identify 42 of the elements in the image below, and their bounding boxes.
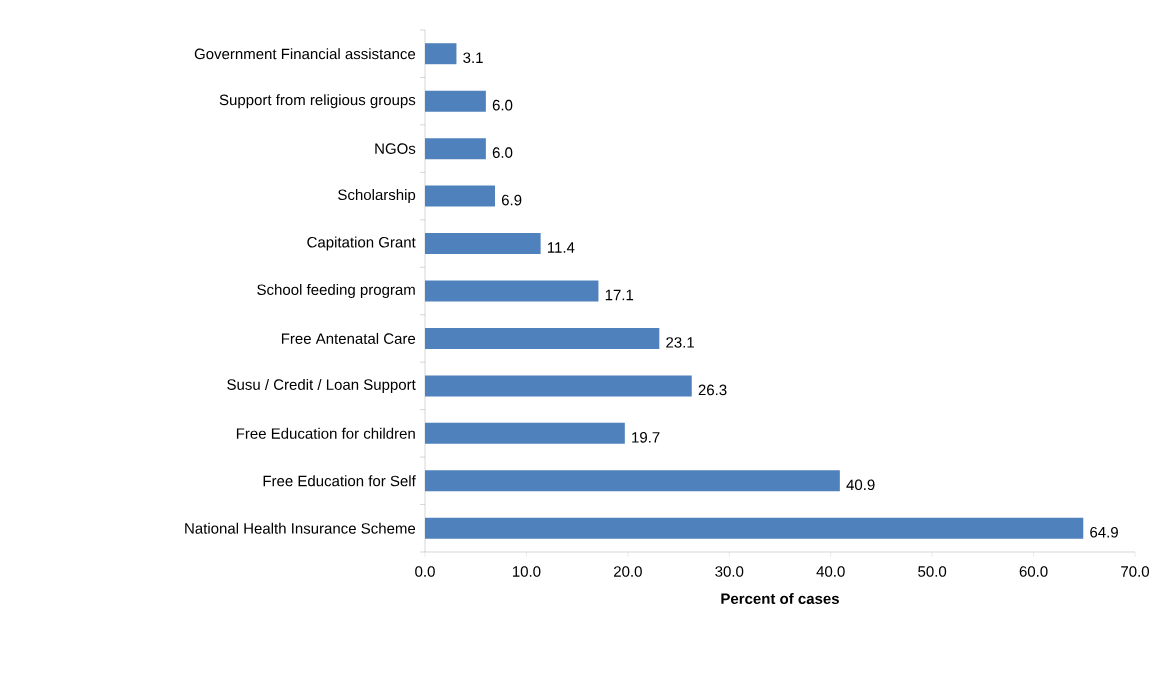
bar: [425, 375, 692, 397]
y-tick-label: Susu / Credit / Loan Support: [227, 378, 416, 393]
x-tick-label: 0.0: [415, 566, 435, 577]
y-tick-label: Government Financial assistance: [194, 48, 416, 60]
data-label: 3.1: [463, 52, 483, 64]
x-tick-label: 50.0: [918, 566, 947, 577]
bar: [425, 43, 457, 65]
bar: [425, 233, 541, 255]
bar: [425, 470, 840, 492]
y-tick-label: School feeding program: [257, 284, 415, 298]
bar: [425, 280, 599, 302]
y-tick-label: NGOs: [375, 143, 416, 154]
data-label: 17.1: [605, 289, 634, 301]
bar: [425, 90, 486, 112]
y-tick-label: Scholarship: [338, 189, 416, 204]
data-label: 6.0: [492, 147, 513, 158]
y-tick-label: Support from religious groups: [219, 94, 416, 109]
data-label: 26.3: [698, 384, 727, 396]
y-tick-label: Capitation Grant: [307, 236, 416, 251]
bar: [425, 517, 1084, 539]
x-tick-label: 60.0: [1019, 566, 1048, 577]
data-label: 6.9: [501, 194, 522, 206]
bar: [425, 185, 495, 207]
x-tick-label: 10.0: [512, 566, 541, 577]
x-axis-title: Percent of cases: [721, 593, 839, 605]
data-label: 11.4: [547, 242, 575, 253]
x-tick-label: 70.0: [1121, 566, 1149, 577]
y-tick-label: Free Education for Self: [263, 475, 416, 487]
x-tick-label: 20.0: [614, 566, 642, 577]
y-tick-label: National Health Insurance Scheme: [185, 522, 416, 534]
y-tick-label: Free Education for children: [236, 427, 415, 439]
data-label: 6.0: [492, 99, 513, 111]
bar: [425, 138, 486, 160]
y-tick-label: Free Antenatal Care: [281, 332, 416, 344]
x-tick-label: 30.0: [715, 566, 744, 577]
data-label: 64.9: [1090, 526, 1118, 538]
bar: [425, 327, 660, 349]
data-label: 40.9: [846, 479, 875, 491]
bar: [425, 422, 625, 444]
data-label: 19.7: [632, 432, 660, 443]
data-label: 23.1: [666, 337, 694, 348]
x-tick-label: 40.0: [816, 566, 845, 577]
